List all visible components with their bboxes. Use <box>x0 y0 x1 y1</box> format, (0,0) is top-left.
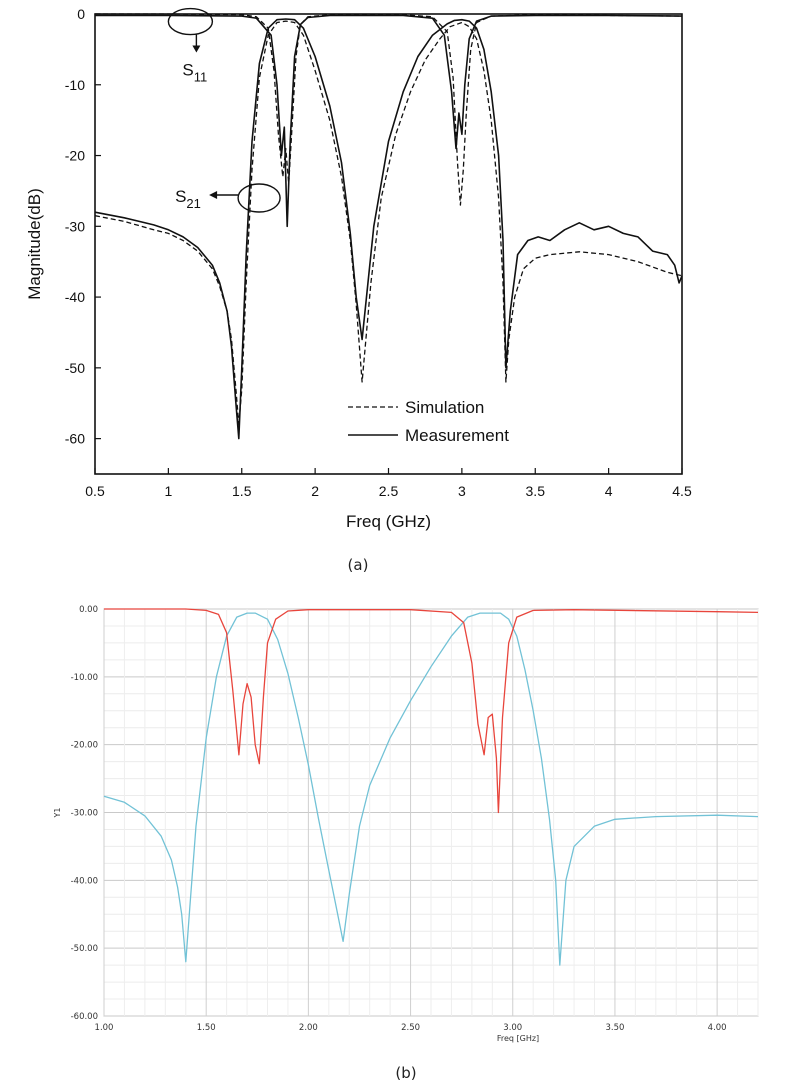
s11-callout-arrowhead <box>192 45 201 53</box>
measurement-s11-line <box>95 14 683 228</box>
panel-b-y-axis-label: Y1 <box>53 808 62 819</box>
x-tick-label: 2.50 <box>401 1023 420 1033</box>
s21-callout-ellipse <box>237 183 281 213</box>
y-tick-label: 0.00 <box>79 605 98 615</box>
x-tick-label: 0.5 <box>85 483 105 499</box>
y-tick-label: -30 <box>65 218 85 234</box>
panel-a-y-axis-label: Magnitude(dB) <box>25 188 44 300</box>
y-tick-label: -50.00 <box>71 944 98 954</box>
x-tick-label: 3.50 <box>605 1023 624 1033</box>
panel-a-y-ticks: 0 -10 -20 -30 -40 -50 -60 <box>65 6 101 447</box>
panel-a-plot-frame <box>94 13 683 475</box>
s11-callout-label: S11 <box>182 61 207 85</box>
y-tick-label: -60.00 <box>71 1012 98 1022</box>
x-tick-label: 3 <box>458 483 466 499</box>
legend-label: Simulation <box>405 398 484 417</box>
s21-callout-label: S21 <box>175 187 201 211</box>
s11-callout-ellipse <box>167 7 214 36</box>
legend-label: Measurement <box>405 426 509 445</box>
panel-b: 1.00 1.50 2.00 2.50 3.00 3.50 4.00 0.00 -10.00 -… <box>53 605 759 1082</box>
x-tick-label: 1.00 <box>95 1023 114 1033</box>
x-tick-label: 3.00 <box>503 1023 522 1033</box>
y-tick-label: -50 <box>65 360 85 376</box>
simulation-s11-line <box>95 13 683 206</box>
x-tick-label: 2.5 <box>379 483 399 499</box>
x-tick-label: 4.00 <box>708 1023 727 1033</box>
x-tick-label: 3.5 <box>526 483 546 499</box>
y-tick-label: 0 <box>77 6 85 22</box>
panel-a-series <box>94 13 683 440</box>
sim-s11-line <box>104 608 759 814</box>
panel-b-x-ticks: 1.00 1.50 2.00 2.50 3.00 3.50 4.00 <box>95 1023 727 1033</box>
panel-a-x-ticks: 0.5 1 1.5 2 2.5 3 3.5 4 4.5 <box>85 468 692 499</box>
y-tick-label: -40.00 <box>71 876 98 886</box>
s21-callout-arrowhead <box>209 191 218 199</box>
panel-b-series <box>103 608 759 966</box>
panel-b-x-axis-label: Freq [GHz] <box>497 1034 539 1043</box>
x-tick-label: 2.00 <box>299 1023 318 1033</box>
panel-b-grid <box>103 608 759 1017</box>
y-tick-label: -10 <box>65 77 85 93</box>
y-tick-label: -30.00 <box>71 809 98 819</box>
y-tick-label: -20 <box>65 148 85 164</box>
y-tick-label: -20.00 <box>71 741 98 751</box>
y-tick-label: -60 <box>65 431 85 447</box>
panel-a: 0.5 1 1.5 2 2.5 3 3.5 4 4.5 0-10-20-30-40-50-60 … <box>25 6 692 574</box>
panel-a-caption: (a) <box>348 556 369 574</box>
panel-a-legend: Simulation Measurement <box>348 398 509 445</box>
panel-a-annotations: S11 S21 <box>167 7 281 213</box>
x-tick-label: 1.5 <box>232 483 252 499</box>
x-tick-label: 4.5 <box>672 483 692 499</box>
x-tick-label: 2 <box>311 483 319 499</box>
simulation-s21-line <box>94 20 683 426</box>
x-tick-label: 1 <box>164 483 172 499</box>
y-tick-label: -40 <box>65 289 85 305</box>
panel-a-x-axis-label: Freq (GHz) <box>346 512 431 531</box>
panel-b-y-ticks: 0.00 -10.00 -20.00 -30.00 -40.00 -50.00 -60.00 <box>71 605 98 1022</box>
x-tick-label: 1.50 <box>197 1023 216 1033</box>
measurement-s21-line <box>94 18 683 440</box>
y-tick-label: -10.00 <box>71 673 98 683</box>
sim-s21-line <box>103 612 759 966</box>
panel-b-caption: (b) <box>395 1064 416 1082</box>
x-tick-label: 4 <box>605 483 613 499</box>
